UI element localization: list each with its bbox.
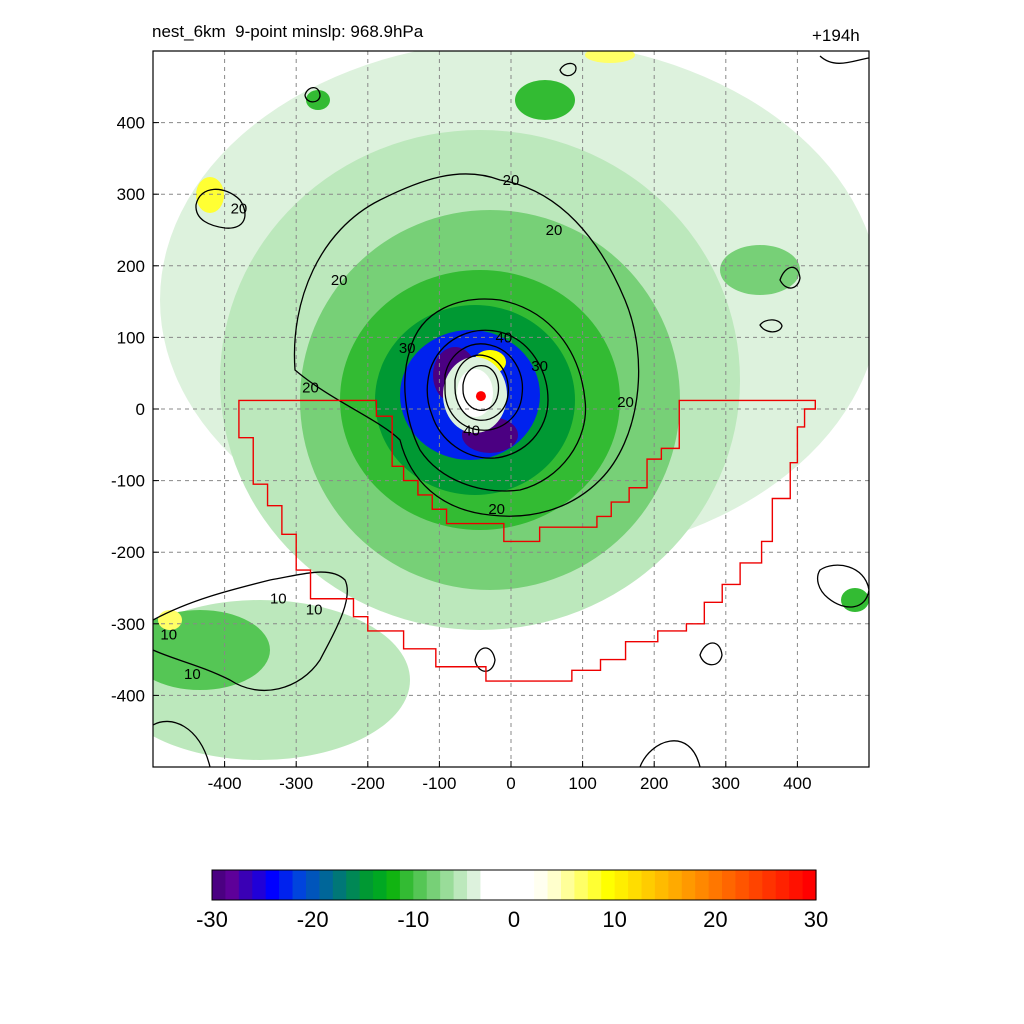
nest-boundary-outline: [238, 399, 816, 682]
x-tick-label: 0: [506, 774, 515, 793]
colorbar-swatch: [480, 870, 495, 900]
colorbar-swatch: [601, 870, 616, 900]
contour-label: 20: [488, 501, 505, 518]
x-tick-label: -200: [351, 774, 385, 793]
colorbar-swatch: [373, 870, 388, 900]
colorbar-swatch: [305, 870, 320, 900]
colorbar-swatch: [574, 870, 589, 900]
colorbar: -30 -20 -10 0 10 20 30: [196, 869, 828, 932]
colorbar-swatch: [238, 870, 253, 900]
x-tick-label: -400: [208, 774, 242, 793]
colorbar-swatch: [547, 870, 562, 900]
y-tick-label: 100: [117, 328, 145, 347]
y-tick-label: -200: [111, 543, 145, 562]
x-tick-label: -100: [422, 774, 456, 793]
x-tick-label: 300: [712, 774, 740, 793]
colorbar-swatch: [399, 870, 414, 900]
colorbar-swatch: [654, 870, 669, 900]
colorbar-swatch: [279, 870, 294, 900]
contour-label: 30: [531, 358, 548, 375]
colorbar-swatch: [292, 870, 307, 900]
colorbar-swatch: [789, 870, 804, 900]
colorbar-tick-label: -30: [196, 907, 228, 932]
colorbar-tick-label: 30: [804, 907, 828, 932]
colorbar-swatch: [332, 870, 347, 900]
contour-labels: 20 20 20 20 20 20 20 30 30 40 40 10 10 10 10: [160, 172, 633, 683]
colorbar-frame: [211, 869, 817, 901]
contour-label: 20: [331, 272, 348, 289]
contour-label: 10: [270, 591, 287, 608]
colorbar-swatch: [507, 870, 522, 900]
y-tick-label: 200: [117, 257, 145, 276]
colorbar-swatch: [708, 870, 723, 900]
contour-label: 30: [399, 340, 416, 357]
colorbar-swatch: [346, 870, 361, 900]
contour-label: 10: [306, 601, 323, 618]
colorbar-swatch: [668, 870, 683, 900]
y-axis: -400 -300 -200 -100 0 100 200 300 400: [111, 114, 159, 705]
contour-label: 20: [231, 201, 248, 218]
contour-label: 40: [495, 329, 512, 346]
colorbar-swatch: [534, 870, 549, 900]
y-tick-label: 0: [136, 400, 145, 419]
colorbar-swatch: [722, 870, 737, 900]
colorbar-swatch: [587, 870, 602, 900]
x-tick-label: 100: [568, 774, 596, 793]
storm-center-marker: [475, 391, 486, 402]
colorbar-swatch: [762, 870, 777, 900]
colorbar-tick-label: -10: [397, 907, 429, 932]
colorbar-swatch: [453, 870, 468, 900]
colorbar-swatch: [265, 870, 280, 900]
y-tick-label: -300: [111, 615, 145, 634]
y-tick-label: 400: [117, 114, 145, 133]
colorbar-swatch: [467, 870, 482, 900]
colorbar-swatch: [614, 870, 629, 900]
colorbar-swatch: [426, 870, 441, 900]
contour-label: 20: [503, 172, 520, 189]
colorbar-swatch: [775, 870, 790, 900]
contour-label: 10: [160, 627, 177, 644]
x-tick-label: -300: [279, 774, 313, 793]
colorbar-swatch: [695, 870, 710, 900]
colorbar-swatch: [252, 870, 267, 900]
contour-label: 20: [617, 394, 634, 411]
contour-label: 10: [184, 666, 201, 683]
x-tick-label: 400: [783, 774, 811, 793]
colorbar-tick-label: 10: [602, 907, 626, 932]
colorbar-tick-label: 0: [508, 907, 520, 932]
colorbar-swatch: [681, 870, 696, 900]
chart-title: nest_6km 9-point minslp: 968.9hPa: [152, 22, 424, 41]
colorbar-swatch: [212, 870, 227, 900]
colorbar-swatch: [560, 870, 575, 900]
y-tick-label: -400: [111, 686, 145, 705]
colorbar-swatch: [319, 870, 334, 900]
y-tick-label: 300: [117, 185, 145, 204]
contour-lines: [153, 55, 869, 767]
y-tick-label: -100: [111, 472, 145, 491]
shaded-field: [153, 51, 869, 767]
contour-label: 20: [302, 380, 319, 397]
x-axis: -400 -300 -200 -100 0 100 200 300 400: [208, 761, 812, 793]
forecast-time-label: +194h: [812, 26, 860, 45]
colorbar-swatch: [440, 870, 455, 900]
colorbar-swatch: [386, 870, 401, 900]
colorbar-swatch: [225, 870, 240, 900]
colorbar-swatch: [641, 870, 656, 900]
contour-label: 40: [463, 422, 480, 439]
colorbar-swatch: [628, 870, 643, 900]
colorbar-swatch: [802, 870, 817, 900]
colorbar-swatch: [493, 870, 508, 900]
x-tick-label: 200: [640, 774, 668, 793]
colorbar-swatch: [748, 870, 763, 900]
colorbar-swatch: [413, 870, 428, 900]
colorbar-swatch: [520, 870, 535, 900]
contour-label: 20: [546, 222, 563, 239]
colorbar-tick-label: 20: [703, 907, 727, 932]
colorbar-swatch: [735, 870, 750, 900]
colorbar-tick-label: -20: [297, 907, 329, 932]
colorbar-swatch: [359, 870, 374, 900]
